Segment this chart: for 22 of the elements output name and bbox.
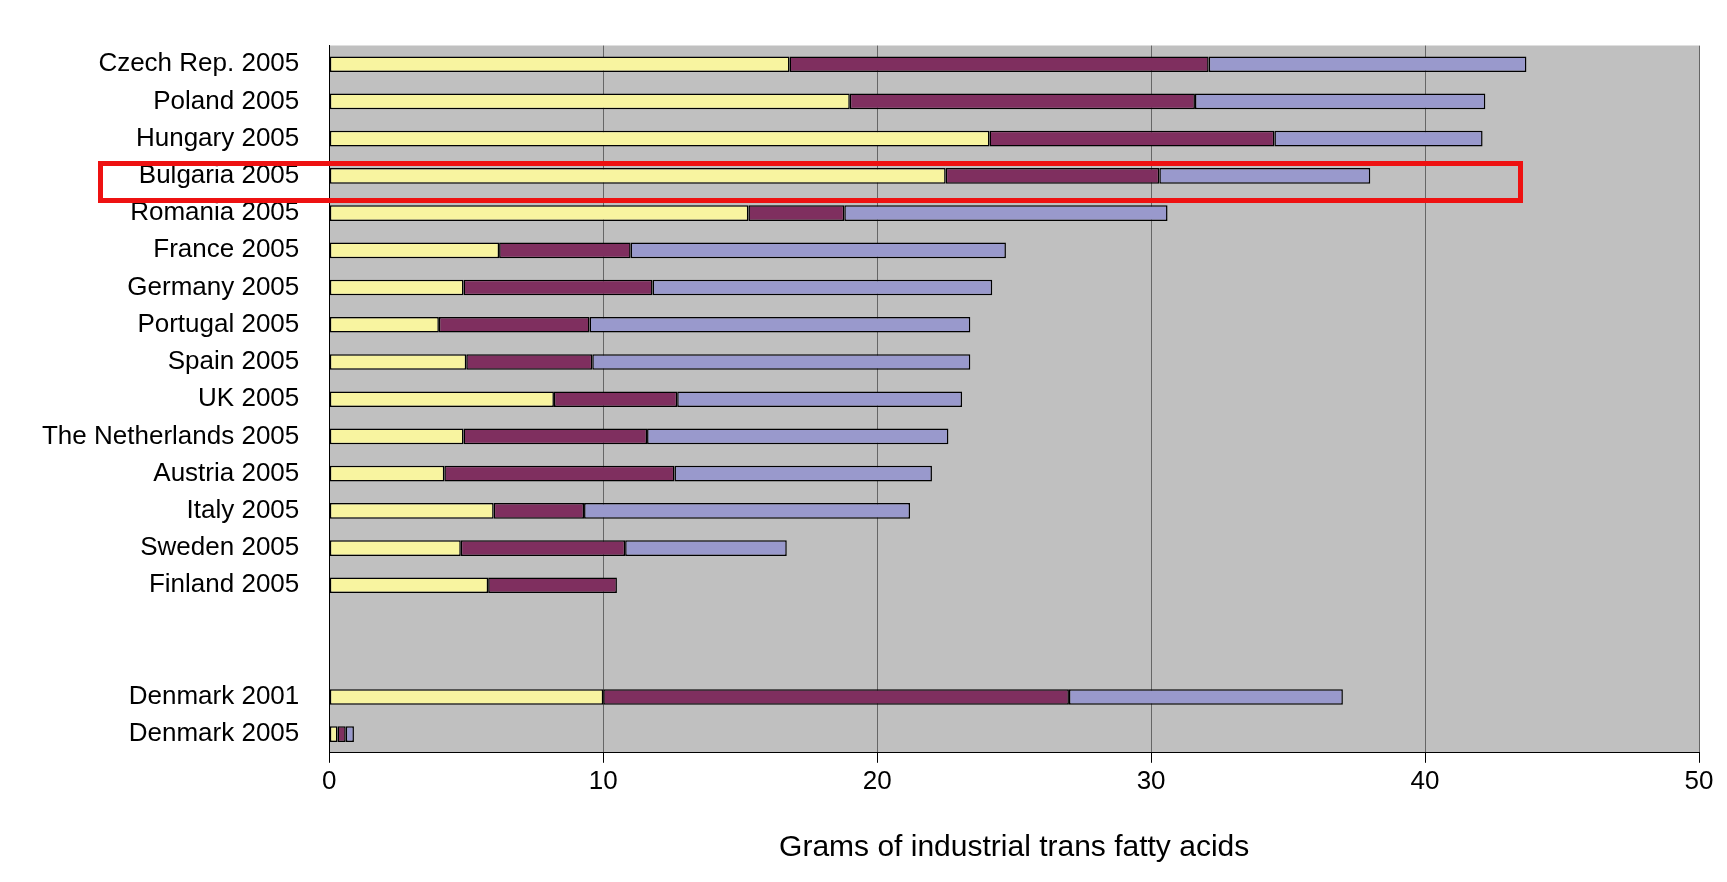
- x-tick-label: 40: [1410, 764, 1440, 795]
- y-tick-label: Sweden 2005: [140, 531, 300, 562]
- y-tick-label: Germany 2005: [127, 270, 300, 301]
- y-tick-label: Denmark 2005: [128, 717, 300, 748]
- y-tick-label: Italy 2005: [186, 494, 300, 525]
- y-tick-label: Finland 2005: [148, 568, 300, 599]
- y-tick-label: Poland 2005: [153, 84, 300, 115]
- y-tick-label: Portugal 2005: [137, 307, 300, 338]
- y-tick-label: France 2005: [153, 233, 300, 264]
- y-tick-label: UK 2005: [198, 382, 300, 413]
- y-tick-label: Austria 2005: [153, 456, 300, 487]
- x-tick-label: 30: [1136, 764, 1166, 795]
- x-tick-label: 0: [322, 764, 337, 795]
- x-tick-label: 10: [588, 764, 618, 795]
- y-tick-label: Hungary 2005: [135, 121, 300, 152]
- y-tick-label: Spain 2005: [167, 345, 300, 376]
- x-axis-title: Grams of industrial trans fatty acids: [779, 829, 1250, 863]
- y-tick-label: Czech Rep. 2005: [98, 47, 300, 78]
- x-tick-label: 50: [1684, 764, 1714, 795]
- y-tick-label: Denmark 2001: [128, 680, 300, 711]
- y-tick-label: The Netherlands 2005: [41, 419, 300, 450]
- x-tick-label: 20: [862, 764, 892, 795]
